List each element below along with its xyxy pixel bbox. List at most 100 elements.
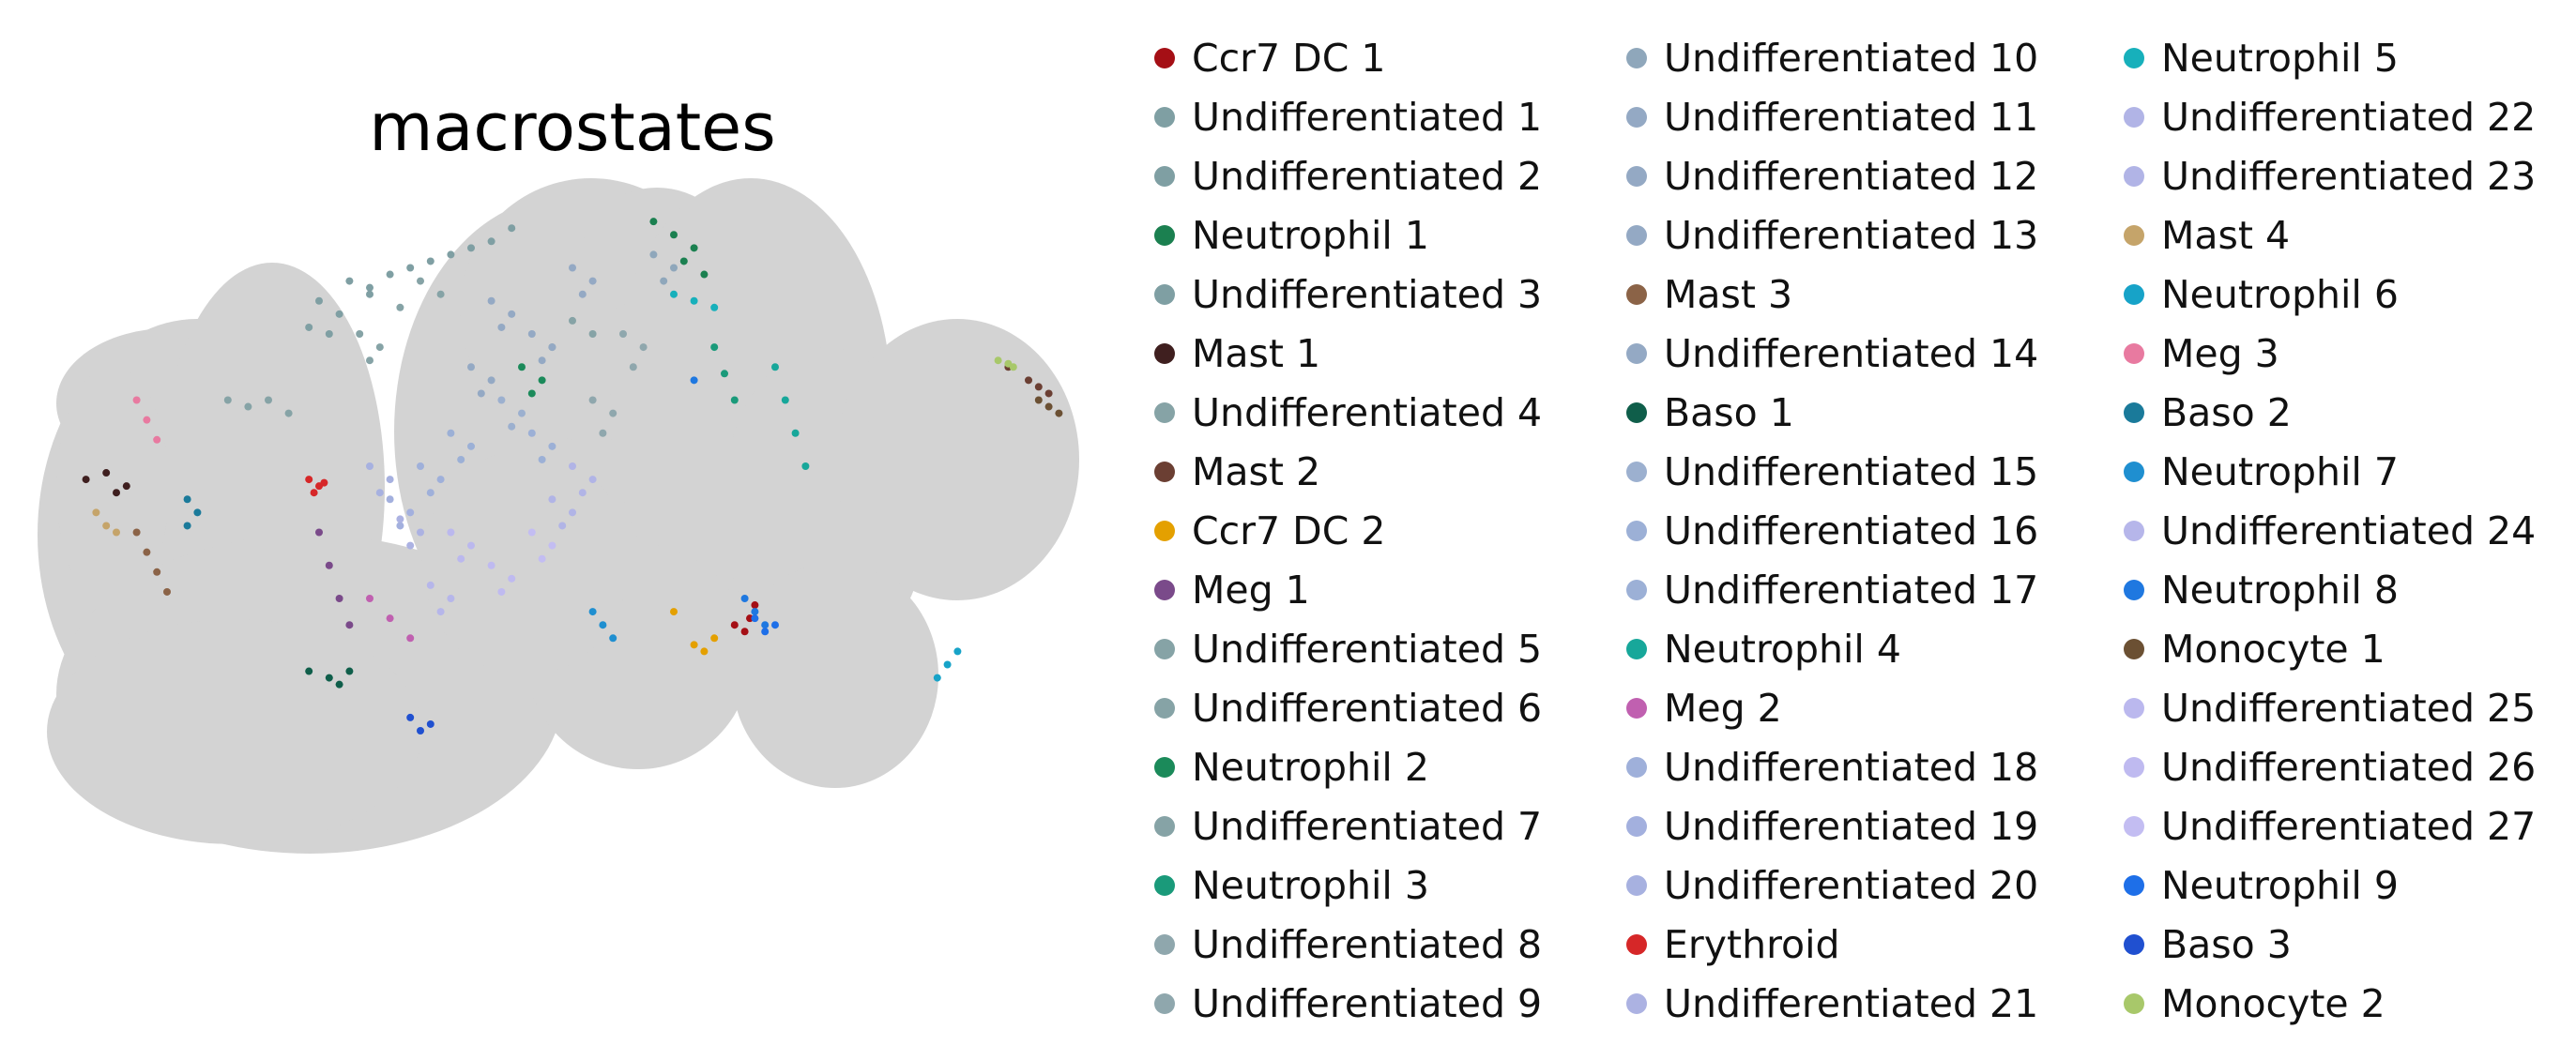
- legend-item: Undifferentiated 20: [1626, 856, 2124, 915]
- point: [548, 495, 556, 504]
- point: [740, 595, 749, 602]
- point: [527, 528, 536, 537]
- series-neutrophil-8: [690, 376, 770, 629]
- series-undifferentiated-3: [305, 296, 343, 338]
- point: [310, 489, 318, 497]
- point: [325, 561, 333, 569]
- legend-label: Undifferentiated 7: [1192, 803, 1543, 849]
- background-cells: [38, 178, 1079, 854]
- legend-item: Baso 1: [1626, 383, 2124, 442]
- legend-swatch: [2124, 401, 2144, 423]
- point: [538, 554, 546, 563]
- point: [508, 422, 516, 431]
- series-neutrophil-2: [518, 363, 546, 398]
- legend-item: Undifferentiated 4: [1154, 383, 1626, 442]
- point: [396, 515, 404, 523]
- point: [1055, 409, 1063, 417]
- point: [163, 587, 171, 596]
- point: [143, 416, 151, 424]
- legend-swatch: [1154, 47, 1175, 68]
- point: [700, 647, 709, 656]
- point: [356, 330, 364, 338]
- point: [406, 634, 415, 643]
- point: [132, 396, 141, 404]
- legend-label: Neutrophil 1: [1192, 212, 1429, 258]
- legend-item: Neutrophil 8: [2124, 560, 2565, 619]
- legend-item: Monocyte 1: [2124, 619, 2565, 678]
- series-mast-1: [82, 469, 130, 497]
- point: [153, 568, 161, 576]
- legend-swatch: [1154, 874, 1175, 896]
- legend-item: Undifferentiated 24: [2124, 501, 2565, 560]
- legend-item: Meg 1: [1154, 560, 1626, 619]
- legend-label: Neutrophil 7: [2161, 448, 2399, 494]
- point: [366, 290, 373, 298]
- point: [113, 528, 120, 537]
- point: [417, 727, 424, 734]
- legend-label: Meg 3: [2161, 330, 2279, 376]
- point: [102, 522, 111, 530]
- legend-item: Undifferentiated 7: [1154, 796, 1626, 856]
- legend-item: Mast 1: [1154, 324, 1626, 383]
- legend-label: Undifferentiated 2: [1192, 153, 1543, 199]
- point: [102, 469, 111, 477]
- macrostate-points: [82, 218, 1063, 734]
- point: [791, 429, 800, 437]
- legend-swatch: [1626, 933, 1647, 955]
- legend-swatch: [2124, 815, 2144, 837]
- legend-label: Neutrophil 2: [1192, 744, 1429, 790]
- legend-swatch: [1154, 933, 1175, 955]
- legend-swatch: [1154, 520, 1175, 541]
- legend-label: Undifferentiated 16: [1664, 507, 2039, 553]
- legend-label: Undifferentiated 20: [1664, 862, 2039, 908]
- legend-label: Ccr7 DC 1: [1192, 35, 1386, 81]
- point: [761, 621, 770, 629]
- legend-item: Baso 2: [2124, 383, 2565, 442]
- point: [345, 621, 354, 629]
- series-undifferentiated-5: [396, 277, 445, 311]
- point: [1009, 363, 1017, 371]
- series-mast-3: [132, 528, 171, 596]
- point: [994, 356, 1002, 365]
- chart-title: macrostates: [369, 89, 776, 166]
- legend-label: Mast 1: [1192, 330, 1321, 376]
- point: [335, 680, 343, 689]
- point: [396, 303, 404, 311]
- point: [1044, 402, 1053, 411]
- legend-label: Undifferentiated 6: [1192, 685, 1543, 731]
- series-neutrophil-1: [649, 218, 709, 279]
- point: [710, 634, 719, 643]
- legend-item: Neutrophil 5: [2124, 28, 2565, 87]
- point: [569, 264, 576, 272]
- legend-item: Undifferentiated 11: [1626, 87, 2124, 146]
- point: [527, 429, 536, 437]
- series-neutrophil-7: [588, 608, 617, 643]
- legend-swatch: [2124, 283, 2144, 305]
- legend-swatch: [1626, 401, 1647, 423]
- point: [345, 667, 354, 675]
- point: [943, 660, 952, 669]
- series-erythroid: [305, 476, 328, 497]
- point: [436, 608, 445, 616]
- point: [457, 455, 465, 463]
- point: [508, 224, 516, 233]
- point: [1044, 389, 1053, 398]
- point: [447, 429, 455, 437]
- point: [548, 343, 556, 352]
- point: [406, 541, 415, 550]
- point: [508, 310, 516, 318]
- series-monocyte-2: [994, 356, 1017, 371]
- legend-swatch: [1154, 638, 1175, 659]
- legend-swatch: [2124, 165, 2144, 187]
- point: [497, 323, 506, 331]
- point: [183, 495, 191, 504]
- point: [436, 290, 445, 298]
- point: [690, 641, 698, 649]
- point: [386, 476, 394, 484]
- legend-label: Undifferentiated 18: [1664, 744, 2039, 790]
- point: [670, 290, 678, 298]
- point: [599, 621, 607, 629]
- legend-label: Undifferentiated 13: [1664, 212, 2039, 258]
- point: [569, 462, 576, 470]
- series-undifferentiated-14: [467, 363, 495, 398]
